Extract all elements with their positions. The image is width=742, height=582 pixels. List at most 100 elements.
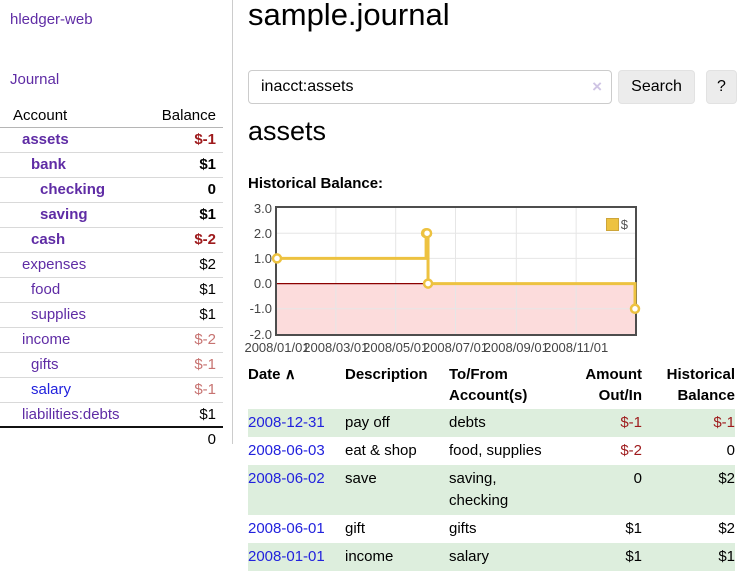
account-row: food $1 [0, 276, 223, 302]
account-row: expenses $2 [0, 251, 223, 277]
accounts-header-row: Account Balance [0, 105, 223, 128]
page-title: sample.journal [248, 0, 450, 32]
register-row: 2008-06-01 gift gifts $1 $2 [248, 515, 735, 543]
transaction-amount: 0 [569, 465, 642, 515]
register-row: 2008-06-02 save saving, checking 0 $2 [248, 465, 735, 515]
sidebar: hledger-web Journal Account Balance asse… [0, 0, 233, 450]
y-axis-tick-label: 3.0 [253, 200, 272, 216]
account-link-checking[interactable]: checking [40, 181, 106, 198]
account-link-supplies[interactable]: supplies [31, 306, 87, 323]
transaction-date-link[interactable]: 2008-12-31 [248, 414, 325, 431]
transaction-accounts: saving, checking [449, 465, 569, 515]
account-balance: $-2 [147, 326, 223, 352]
accounts-total-balance: 0 [147, 426, 223, 450]
register-table: Date ∧ Description To/From Account(s) Am… [248, 362, 735, 571]
chart-legend: $ [605, 217, 628, 232]
accounts-table: Account Balance assets $-1 bank $1 check… [0, 105, 223, 450]
account-row: bank $1 [0, 151, 223, 177]
account-balance: $-1 [147, 126, 223, 152]
account-row: assets $-1 [0, 126, 223, 152]
transaction-accounts: gifts [449, 520, 477, 537]
chart-plot-area: $ [271, 206, 641, 336]
account-balance: $1 [147, 401, 223, 427]
x-axis-tick-label: 2008/01/01 [244, 340, 310, 355]
search-button[interactable]: Search [618, 70, 695, 104]
y-axis-tick-label: 2.0 [253, 225, 272, 241]
legend-label: $ [620, 217, 628, 232]
account-link-gifts[interactable]: gifts [31, 356, 59, 373]
transaction-date-link[interactable]: 2008-06-03 [248, 442, 325, 459]
register-header-description: Description [345, 366, 428, 383]
transaction-description: pay off [345, 409, 449, 437]
y-axis-tick-label: 0.0 [253, 276, 272, 292]
account-row: supplies $1 [0, 301, 223, 327]
search-input[interactable] [248, 70, 612, 104]
account-link-cash[interactable]: cash [31, 231, 66, 248]
transaction-date-link[interactable]: 2008-06-02 [248, 470, 325, 487]
y-axis-tick-label: -2.0 [249, 326, 272, 342]
account-link-assets[interactable]: assets [22, 131, 69, 148]
account-link-salary[interactable]: salary [31, 381, 72, 398]
account-row: checking 0 [0, 176, 223, 202]
transaction-balance: $2 [718, 520, 735, 537]
transaction-amount: $-1 [569, 409, 642, 437]
transaction-balance: $-1 [642, 409, 735, 437]
x-axis-tick-label: 2008/07/01 [422, 340, 489, 355]
transaction-date-link[interactable]: 2008-06-01 [248, 520, 325, 537]
clear-search-icon[interactable]: × [592, 77, 602, 96]
register-header-date[interactable]: Date ∧ [248, 366, 296, 383]
register-row: 2008-06-03 eat & shop food, supplies $-2… [248, 437, 735, 465]
y-axis-tick-label: 1.0 [253, 250, 272, 266]
register-header-tofrom: To/From Account(s) [449, 366, 528, 404]
account-balance: $-1 [147, 376, 223, 402]
register-header-row: Date ∧ Description To/From Account(s) Am… [248, 362, 735, 409]
transaction-date-link[interactable]: 2008-01-01 [248, 548, 325, 565]
accounts-total-row: 0 [0, 426, 223, 450]
transaction-description: gift [345, 520, 366, 537]
account-balance: $1 [147, 276, 223, 302]
register-row: 2008-12-31 pay off debts $-1 $-1 [248, 409, 735, 437]
transaction-balance: 0 [726, 442, 735, 459]
accounts-header-balance: Balance [147, 105, 223, 128]
account-row: liabilities:debts $1 [0, 401, 223, 427]
account-link-bank[interactable]: bank [31, 156, 67, 173]
x-axis-tick-label: 2008/11/01 [544, 340, 609, 355]
account-row: cash $-2 [0, 226, 223, 252]
account-link-saving[interactable]: saving [40, 206, 88, 223]
transaction-amount: $1 [625, 520, 642, 537]
x-axis-tick-label: 2008/03/01 [303, 340, 369, 355]
legend-swatch-icon [605, 218, 619, 231]
account-link-liabilities-debts[interactable]: liabilities:debts [22, 405, 120, 423]
account-row: gifts $-1 [0, 351, 223, 377]
app-title-link[interactable]: hledger-web [10, 11, 93, 28]
account-row: salary $-1 [0, 376, 223, 402]
account-link-food[interactable]: food [31, 281, 61, 298]
account-balance: $1 [147, 151, 223, 177]
x-axis-tick-label: 2008/09/01 [483, 340, 549, 355]
help-button[interactable]: ? [706, 70, 737, 104]
transaction-description: save [345, 465, 449, 515]
y-axis-tick-label: -1.0 [249, 301, 272, 317]
transaction-amount: $1 [569, 543, 642, 571]
account-link-expenses[interactable]: expenses [22, 256, 87, 273]
account-link-income[interactable]: income [22, 331, 71, 348]
chart-title: Historical Balance: [248, 175, 384, 192]
sort-ascending-icon: ∧ [284, 366, 296, 383]
accounts-header-account: Account [0, 105, 148, 128]
account-balance: $1 [147, 301, 223, 327]
search-box: × [248, 70, 612, 104]
register-header-amount: Amount Out/In [585, 366, 642, 404]
account-balance: 0 [147, 176, 223, 202]
x-axis-tick-label: 2008/05/01 [363, 340, 429, 355]
transaction-accounts: food, supplies [449, 442, 542, 459]
account-row: income $-2 [0, 326, 223, 352]
sidebar-item-journal[interactable]: Journal [10, 71, 60, 88]
transaction-amount: $-2 [620, 442, 642, 459]
transaction-description: eat & shop [345, 442, 417, 459]
register-row: 2008-01-01 income salary $1 $1 [248, 543, 735, 571]
balance-chart: $ 3.0 2.0 1.0 0.0 -1.0 -2.0 2008/01/01 2008/03/… [244, 200, 742, 358]
transaction-balance: $1 [642, 543, 735, 571]
register-header-historical: Historical Balance [666, 366, 735, 404]
transaction-description: income [345, 543, 449, 571]
transaction-accounts: salary [449, 543, 569, 571]
